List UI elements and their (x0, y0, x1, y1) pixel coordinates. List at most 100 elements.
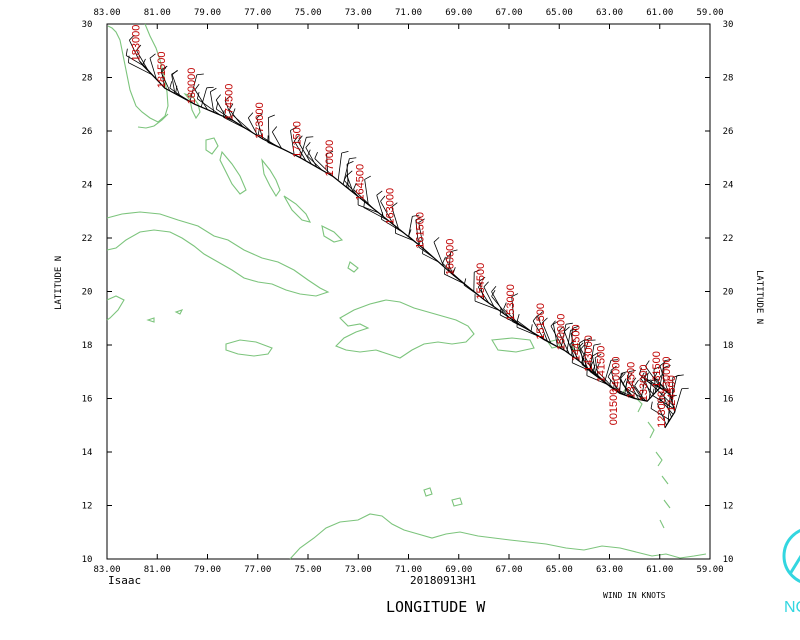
wind-barb-flag (644, 379, 652, 382)
lat-tick-label-left: 30 (82, 20, 93, 30)
wind-barb (444, 273, 464, 284)
wind-barb-flag (580, 343, 586, 350)
wind-barb-flag (558, 325, 564, 332)
time-label: 181500 (156, 51, 168, 88)
time-label: 161500 (415, 212, 427, 249)
lon-tick-label-top: 71.00 (395, 8, 422, 18)
wind-barb-flag (268, 114, 275, 118)
noaa-logo: NC (782, 529, 800, 616)
wind-barb (580, 348, 595, 374)
wind-barb (491, 291, 505, 314)
wind-barb (149, 58, 157, 80)
wind-barb (422, 253, 439, 263)
wind-barb-flag (129, 34, 135, 41)
wind-barb-flag (681, 387, 689, 390)
wind-barb (622, 384, 635, 399)
wind-barb-flag (483, 281, 489, 288)
wind-barb (395, 232, 414, 242)
wind-barb-flag (584, 337, 592, 341)
wind-barb-flag (228, 103, 234, 110)
lat-tick-label-right: 24 (723, 181, 734, 191)
wind-barb-flag (442, 256, 446, 264)
wind-barb-flag (346, 160, 354, 165)
wind-barb-flag (169, 81, 173, 89)
wind-barb (477, 286, 490, 304)
wind-barb (652, 395, 675, 410)
wind-barb-flag (569, 339, 575, 346)
wind-barb (209, 91, 215, 113)
wind-barb (474, 300, 500, 311)
lon-tick-label-bottom: 77.00 (244, 565, 271, 575)
time-label: 160000 (445, 239, 457, 276)
time-label: 134500 (626, 362, 638, 399)
storm-name: Isaac (108, 574, 141, 587)
wind-barb-flag (349, 157, 357, 160)
lon-tick-label-bottom: 65.00 (546, 565, 573, 575)
time-label: 173000 (254, 102, 266, 139)
time-label: 171500 (292, 121, 304, 158)
lon-tick-label-bottom: 67.00 (495, 565, 522, 575)
coastline-bahamas-inagua (321, 225, 344, 243)
wind-barb-flag (314, 151, 318, 159)
wind-barb-flag (654, 371, 658, 379)
wind-barb-flag (610, 365, 617, 371)
wind-barb-flag (570, 329, 578, 334)
wind-barb (627, 378, 640, 400)
lat-tick-label-left: 20 (82, 288, 93, 298)
axis-ticks-layer: 83.00 83.00 81.00 81.00 79.00 79.00 77.00 77.00… (82, 8, 734, 575)
wind-barb-flag (663, 364, 671, 368)
wind-barb-flag (391, 202, 398, 208)
wind-barb (171, 74, 176, 94)
lat-tick-label-right: 10 (723, 555, 734, 565)
lon-tick-label-bottom: 73.00 (345, 565, 372, 575)
wind-barb-flag (412, 214, 420, 217)
wind-barb-flag (474, 269, 481, 273)
lat-tick-label-right: 28 (723, 74, 734, 84)
wind-barb-flag (297, 135, 303, 142)
wind-barb (503, 308, 520, 325)
wind-barb-flag (664, 359, 672, 362)
time-label-layer: 183000 181500 180000 174500 173000 171500 1700… (131, 25, 678, 428)
wind-barb-flag (592, 364, 596, 372)
coastline-bahamas-eleuthera (219, 150, 247, 195)
wind-barb-flag (418, 218, 425, 223)
wind-barb-flag (628, 369, 636, 373)
coastline-yucatan (106, 295, 125, 321)
coastline-jamaica (225, 339, 273, 357)
wind-barb-flag (622, 378, 627, 385)
wind-barb-flag (196, 73, 204, 76)
wind-barb-flag (618, 372, 624, 379)
wind-barb-flag (593, 343, 601, 346)
wind-barb-flag (592, 352, 599, 357)
wind-barb (553, 324, 558, 347)
wind-barb (625, 387, 648, 402)
time-label: 124500 (666, 375, 678, 412)
wind-barb-flag (341, 151, 349, 154)
wind-barb-flag (305, 141, 311, 148)
lon-tick-label-bottom: 71.00 (395, 565, 422, 575)
wind-barb-flag (572, 325, 579, 329)
wind-barb-flag (589, 360, 594, 368)
wind-barb-flag (210, 87, 217, 93)
time-label: 140000 (611, 356, 623, 393)
wind-barb-flag (345, 179, 349, 187)
time-label: 163000 (384, 188, 396, 225)
wind-barb-flag (206, 86, 214, 89)
time-label: 150000 (555, 314, 567, 351)
wind-barb (659, 360, 665, 388)
wind-barb-flag (631, 377, 637, 384)
wind-barb-flag (595, 363, 600, 370)
wind-barb-flag (136, 44, 142, 51)
wind-barb (380, 201, 394, 225)
wind-barb-flag (653, 366, 661, 370)
wind-barb (648, 380, 652, 399)
wind-barb (532, 320, 545, 340)
wind-barb-flag (160, 67, 167, 73)
wind-barb-flag (149, 53, 156, 59)
coastline-bahamas-long (283, 195, 312, 223)
flight-track-line (139, 60, 676, 429)
wind-barb-flag (272, 126, 278, 133)
wind-barb (305, 147, 318, 168)
wind-barb (343, 179, 359, 197)
time-label: 123000 (656, 391, 668, 428)
